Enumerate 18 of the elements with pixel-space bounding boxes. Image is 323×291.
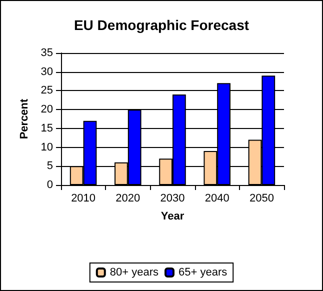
- x-tick-label: 2030: [160, 192, 185, 204]
- legend-label: 80+ years: [110, 266, 159, 278]
- y-tick-label: 10: [40, 141, 53, 154]
- y-tick-label: 35: [40, 47, 53, 59]
- y-tick-label: 25: [40, 84, 53, 97]
- legend-label: 65+ years: [178, 266, 228, 278]
- y-tick-label: 5: [46, 160, 53, 172]
- x-tick-label: 2050: [249, 192, 274, 204]
- y-tick-label: 15: [40, 122, 53, 134]
- y-tick-label: 0: [46, 179, 53, 191]
- chart-title: EU Demographic Forecast: [74, 17, 250, 33]
- x-tick-label: 2040: [204, 192, 230, 204]
- y-tick-label: 30: [40, 66, 53, 78]
- x-tick-label: 2010: [71, 192, 96, 204]
- x-axis-title: Year: [160, 210, 185, 222]
- y-axis-title: Percent: [18, 98, 30, 140]
- x-tick-label: 2020: [116, 192, 140, 204]
- y-tick-label: 20: [40, 104, 53, 116]
